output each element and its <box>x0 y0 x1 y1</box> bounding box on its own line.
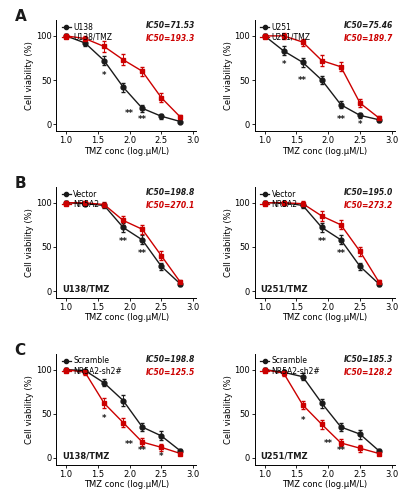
Text: IC50=193.3: IC50=193.3 <box>145 34 195 43</box>
Text: *: * <box>281 60 286 68</box>
Text: *: * <box>159 452 164 460</box>
X-axis label: TMZ conc (log.μM/L): TMZ conc (log.μM/L) <box>283 146 368 156</box>
Text: IC50=270.1: IC50=270.1 <box>145 202 195 210</box>
Text: IC50=71.53: IC50=71.53 <box>145 21 195 30</box>
X-axis label: TMZ conc (log.μM/L): TMZ conc (log.μM/L) <box>84 146 169 156</box>
Text: IC50=125.5: IC50=125.5 <box>145 368 195 377</box>
Text: **: ** <box>125 109 134 118</box>
Text: *: * <box>102 71 106 80</box>
Legend: Vector, NR5A2: Vector, NR5A2 <box>62 190 99 208</box>
Y-axis label: Cell viability (%): Cell viability (%) <box>224 41 233 110</box>
Legend: U251, U251/TMZ: U251, U251/TMZ <box>260 22 311 42</box>
X-axis label: TMZ conc (log.μM/L): TMZ conc (log.μM/L) <box>84 480 169 489</box>
Text: U251/TMZ: U251/TMZ <box>261 452 308 460</box>
Text: U251/TMZ: U251/TMZ <box>261 284 308 294</box>
X-axis label: TMZ conc (log.μM/L): TMZ conc (log.μM/L) <box>84 314 169 322</box>
Text: B: B <box>15 176 26 190</box>
Y-axis label: Cell viability (%): Cell viability (%) <box>25 375 34 444</box>
Text: **: ** <box>118 237 128 246</box>
Y-axis label: Cell viability (%): Cell viability (%) <box>25 208 34 277</box>
Text: *: * <box>102 414 106 422</box>
X-axis label: TMZ conc (log.μM/L): TMZ conc (log.μM/L) <box>283 480 368 489</box>
Text: **: ** <box>125 440 134 449</box>
Text: **: ** <box>298 76 307 84</box>
Text: IC50=273.2: IC50=273.2 <box>344 202 394 210</box>
Y-axis label: Cell viability (%): Cell viability (%) <box>25 41 34 110</box>
Text: **: ** <box>317 237 326 246</box>
Legend: U138, U138/TMZ: U138, U138/TMZ <box>62 22 112 42</box>
Text: IC50=75.46: IC50=75.46 <box>344 21 394 30</box>
Text: **: ** <box>138 116 147 124</box>
Y-axis label: Cell viability (%): Cell viability (%) <box>224 208 233 277</box>
Legend: Scramble, NR5A2-sh2#: Scramble, NR5A2-sh2# <box>62 356 122 376</box>
X-axis label: TMZ conc (log.μM/L): TMZ conc (log.μM/L) <box>283 314 368 322</box>
Text: **: ** <box>324 440 333 448</box>
Text: IC50=185.3: IC50=185.3 <box>344 355 394 364</box>
Text: U138/TMZ: U138/TMZ <box>62 452 109 460</box>
Text: IC50=189.7: IC50=189.7 <box>344 34 394 43</box>
Text: **: ** <box>138 250 147 258</box>
Text: *: * <box>301 416 305 426</box>
Text: IC50=198.8: IC50=198.8 <box>145 188 195 197</box>
Legend: Scramble, NR5A2-sh2#: Scramble, NR5A2-sh2# <box>260 356 320 376</box>
Text: **: ** <box>337 116 345 124</box>
Text: A: A <box>15 9 26 24</box>
Text: **: ** <box>337 446 345 456</box>
Text: U138/TMZ: U138/TMZ <box>62 284 109 294</box>
Y-axis label: Cell viability (%): Cell viability (%) <box>224 375 233 444</box>
Legend: Vector, NR5A2: Vector, NR5A2 <box>260 190 298 208</box>
Text: *: * <box>358 120 362 128</box>
Text: **: ** <box>337 250 345 258</box>
Text: **: ** <box>138 446 147 456</box>
Text: IC50=195.0: IC50=195.0 <box>344 188 394 197</box>
Text: C: C <box>15 342 25 357</box>
Text: IC50=198.8: IC50=198.8 <box>145 355 195 364</box>
Text: IC50=128.2: IC50=128.2 <box>344 368 394 377</box>
